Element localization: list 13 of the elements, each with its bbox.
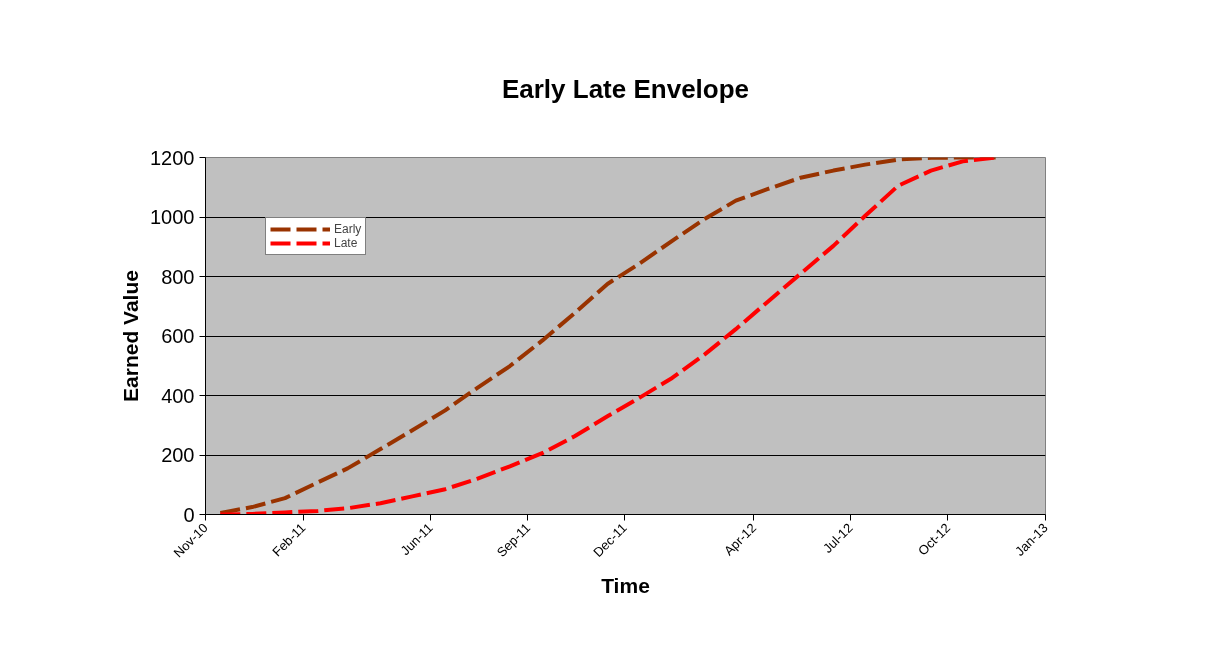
y-tick-label: 600 [161,325,195,347]
y-tick-label: 0 [183,503,195,526]
legend-label: Late [334,236,358,250]
x-axis-title: Time [601,573,650,597]
y-axis-title: Earned Value [119,270,143,402]
legend-label: Early [334,222,362,236]
y-tick-label: 1000 [150,206,195,228]
line-series [218,157,998,515]
chart-title: Early Late Envelope [501,73,750,104]
y-tick-label: 1200 [150,146,195,169]
y-tick-label: 800 [161,265,195,288]
y-tick-label: 200 [161,444,195,466]
y-tick-label: 400 [161,384,195,407]
